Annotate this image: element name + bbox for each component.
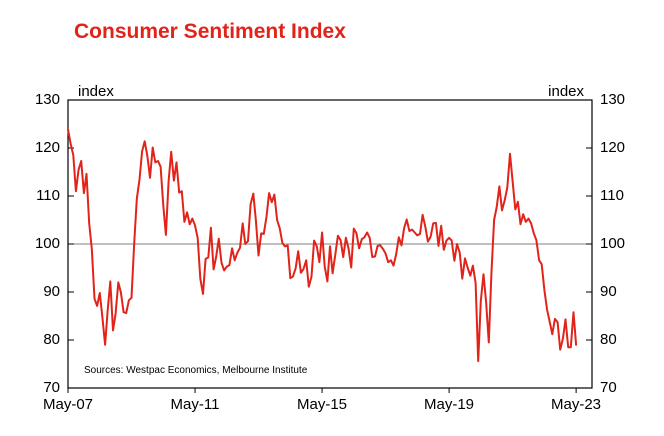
y-tick-label-right-80: 80 bbox=[600, 331, 617, 348]
x-tick-label-may-23: May-23 bbox=[550, 396, 602, 413]
y-tick-label-left-80: 80 bbox=[43, 331, 60, 348]
y-tick-label-left-120: 120 bbox=[34, 139, 60, 156]
x-tick-label-may-11: May-11 bbox=[170, 396, 220, 413]
y-axis-unit-label-left: index bbox=[78, 83, 114, 100]
y-tick-label-right-110: 110 bbox=[600, 187, 624, 204]
y-tick-label-right-70: 70 bbox=[600, 379, 617, 396]
page-title: Consumer Sentiment Index bbox=[74, 20, 346, 43]
y-axis-unit-label-right: index bbox=[548, 83, 584, 100]
y-tick-label-left-110: 110 bbox=[36, 187, 60, 204]
y-tick-label-right-130: 130 bbox=[600, 91, 626, 108]
y-tick-label-left-70: 70 bbox=[43, 379, 60, 396]
x-tick-label-may-15: May-15 bbox=[296, 396, 348, 413]
y-tick-label-right-120: 120 bbox=[600, 139, 626, 156]
y-tick-label-left-100: 100 bbox=[34, 235, 60, 252]
y-tick-label-left-130: 130 bbox=[34, 91, 60, 108]
source-note: Sources: Westpac Economics, Melbourne In… bbox=[84, 365, 308, 376]
x-tick-label-may-19: May-19 bbox=[423, 396, 475, 413]
x-tick-label-may-07: May-07 bbox=[42, 396, 94, 413]
y-tick-label-left-90: 90 bbox=[43, 283, 60, 300]
y-tick-label-right-90: 90 bbox=[600, 283, 617, 300]
y-tick-label-right-100: 100 bbox=[600, 235, 626, 252]
